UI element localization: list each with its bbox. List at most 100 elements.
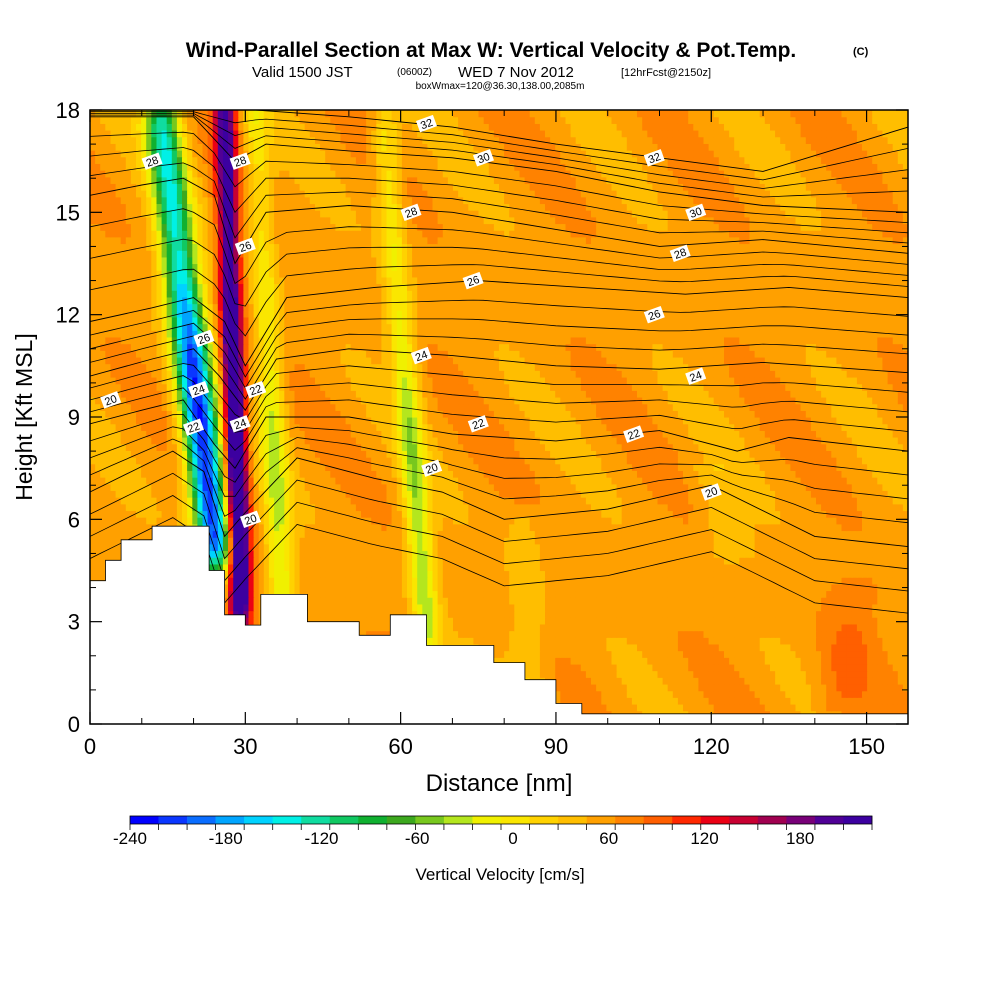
velocity-cell xyxy=(585,543,592,552)
velocity-cell xyxy=(698,637,705,645)
velocity-cell xyxy=(345,610,352,618)
velocity-cell xyxy=(315,557,321,565)
velocity-cell xyxy=(872,650,878,658)
velocity-cell xyxy=(831,597,838,605)
velocity-cell xyxy=(887,697,894,705)
velocity-cell xyxy=(642,617,648,625)
velocity-cell xyxy=(442,530,449,538)
velocity-cell xyxy=(703,637,710,645)
velocity-cell xyxy=(877,563,884,572)
velocity-cell xyxy=(902,597,908,605)
velocity-cell xyxy=(376,543,383,552)
velocity-cell xyxy=(233,577,239,585)
velocity-cell xyxy=(780,570,786,578)
velocity-cell xyxy=(458,630,464,638)
velocity-cell xyxy=(601,617,608,625)
velocity-cell xyxy=(499,570,505,578)
velocity-cell xyxy=(877,650,884,658)
velocity-cell xyxy=(754,684,761,692)
velocity-cell xyxy=(892,583,899,592)
velocity-cell xyxy=(580,523,587,532)
velocity-cell xyxy=(580,630,587,638)
velocity-cell xyxy=(688,583,694,592)
velocity-cell xyxy=(744,537,751,545)
velocity-cell xyxy=(437,637,444,645)
velocity-cell xyxy=(836,523,843,532)
velocity-cell xyxy=(616,657,623,665)
velocity-cell xyxy=(575,597,582,605)
velocity-cell xyxy=(667,583,674,592)
velocity-cell xyxy=(580,610,587,618)
velocity-cell xyxy=(846,603,853,612)
velocity-cell xyxy=(483,523,490,532)
velocity-cell xyxy=(315,610,321,618)
velocity-cell xyxy=(831,517,838,525)
velocity-cell xyxy=(330,557,337,565)
velocity-cell xyxy=(816,650,822,658)
velocity-cell xyxy=(560,570,567,578)
velocity-cell xyxy=(263,570,270,578)
velocity-cell xyxy=(407,530,413,538)
velocity-cell xyxy=(749,543,756,552)
velocity-cell xyxy=(770,550,776,558)
velocity-cell xyxy=(826,677,832,685)
velocity-cell xyxy=(243,537,250,545)
velocity-cell xyxy=(677,590,684,598)
velocity-cell xyxy=(805,523,812,532)
velocity-cell xyxy=(585,537,592,545)
velocity-cell xyxy=(856,697,863,705)
velocity-cell xyxy=(499,523,505,532)
velocity-cell xyxy=(463,570,469,578)
copyright-mark: (C) xyxy=(853,46,869,58)
velocity-cell xyxy=(851,577,858,585)
velocity-cell xyxy=(274,543,280,552)
velocity-cell xyxy=(749,570,756,578)
velocity-cell xyxy=(580,550,587,558)
velocity-cell xyxy=(442,563,449,572)
velocity-cell xyxy=(856,610,863,618)
velocity-cell xyxy=(601,517,608,525)
velocity-cell xyxy=(212,510,219,518)
velocity-cell xyxy=(826,577,832,585)
velocity-cell xyxy=(856,563,863,572)
velocity-cell xyxy=(376,590,383,598)
velocity-cell xyxy=(361,563,367,572)
velocity-cell xyxy=(396,570,403,578)
velocity-cell xyxy=(872,637,878,645)
velocity-cell xyxy=(805,597,812,605)
velocity-cell xyxy=(744,690,751,698)
velocity-cell xyxy=(800,530,807,538)
velocity-cell xyxy=(667,623,674,632)
velocity-cell xyxy=(488,550,495,558)
velocity-cell xyxy=(846,690,853,698)
velocity-cell xyxy=(95,543,101,552)
velocity-cell xyxy=(718,603,725,612)
velocity-cell xyxy=(309,543,316,552)
velocity-cell xyxy=(560,610,567,618)
velocity-cell xyxy=(458,597,464,605)
velocity-cell xyxy=(672,517,679,525)
velocity-cell xyxy=(862,583,868,592)
velocity-cell xyxy=(754,577,761,585)
velocity-cell xyxy=(187,517,193,525)
velocity-cell xyxy=(105,543,112,552)
velocity-cell xyxy=(95,523,101,532)
velocity-cell xyxy=(790,697,797,705)
velocity-cell xyxy=(821,704,827,712)
velocity-cell xyxy=(345,603,352,612)
velocity-cell xyxy=(268,563,275,572)
velocity-cell xyxy=(601,590,608,598)
velocity-cell xyxy=(882,537,889,545)
velocity-cell xyxy=(591,577,597,585)
velocity-cell xyxy=(892,617,899,625)
velocity-cell xyxy=(846,543,853,552)
velocity-cell xyxy=(376,623,383,632)
velocity-cell xyxy=(626,597,633,605)
velocity-cell xyxy=(826,570,832,578)
velocity-cell xyxy=(846,577,853,585)
velocity-cell xyxy=(734,543,740,552)
velocity-cell xyxy=(764,530,771,538)
velocity-cell xyxy=(836,617,843,625)
velocity-cell xyxy=(560,630,567,638)
velocity-cell xyxy=(376,617,383,625)
